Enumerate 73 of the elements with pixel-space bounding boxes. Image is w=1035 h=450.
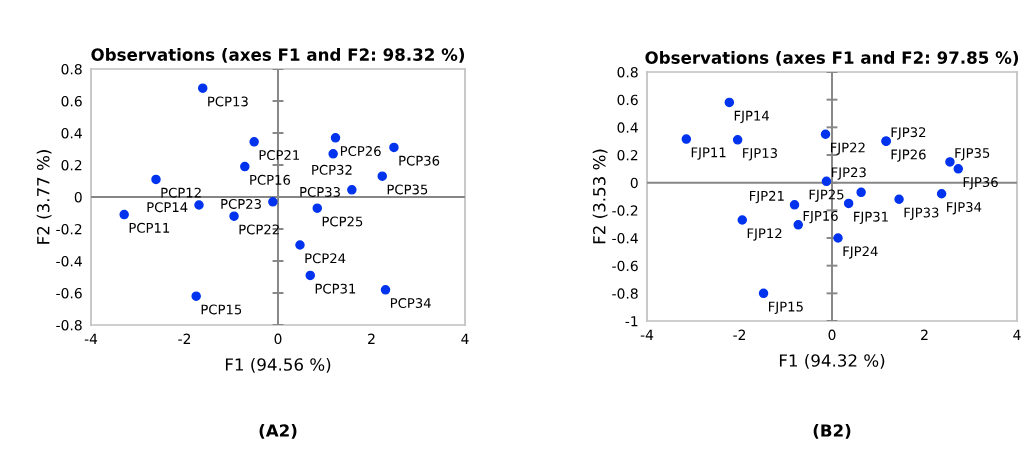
y-tick-label: -1 bbox=[625, 316, 638, 327]
annotation: FJP13 bbox=[743, 148, 777, 161]
y-axis-title: F2 (3.53 %) bbox=[592, 149, 608, 244]
y-tick-label: 0.4 bbox=[61, 127, 82, 139]
annotation: PCP22 bbox=[239, 224, 279, 235]
x-tick-label: -2 bbox=[178, 333, 191, 344]
y-tick-label: -0.2 bbox=[56, 223, 82, 235]
annotation: PCP33 bbox=[300, 186, 340, 197]
y-axis-title: F2 (3.77 %) bbox=[36, 150, 52, 244]
y-tick-label: 0.4 bbox=[617, 122, 638, 133]
y-tick-label: 0 bbox=[630, 177, 638, 189]
annotation: FJP25 bbox=[809, 189, 844, 202]
annotation: PCP35 bbox=[387, 184, 428, 195]
y-tick-label: -0.6 bbox=[56, 287, 82, 299]
annotation: FJP15 bbox=[769, 301, 803, 315]
y-tick-label: 0.8 bbox=[617, 66, 638, 78]
x-axis-title: F1 (94.56 %) bbox=[225, 357, 331, 373]
x-axis-title: F1 (94.32 %) bbox=[779, 353, 885, 369]
y-tick-label: -0.4 bbox=[56, 255, 82, 267]
text: (B2) bbox=[813, 423, 851, 439]
annotation: FJP26 bbox=[891, 149, 926, 162]
x-tick-label: -4 bbox=[84, 333, 98, 344]
annotation: PCP32 bbox=[312, 164, 352, 175]
annotation: PCP25 bbox=[322, 216, 363, 227]
x-tick-label: 2 bbox=[368, 333, 375, 344]
annotation: PCP16 bbox=[250, 174, 291, 185]
annotation: PCP15 bbox=[201, 304, 242, 315]
x-tick-label: -4 bbox=[640, 329, 654, 340]
x-tick-label: 4 bbox=[461, 333, 469, 344]
annotation: PCP34 bbox=[390, 298, 431, 309]
annotation: PCP23 bbox=[221, 198, 261, 209]
x-tick-label: 0 bbox=[828, 329, 836, 341]
annotation: FJP36 bbox=[963, 177, 998, 190]
annotation: FJP32 bbox=[891, 127, 926, 140]
text: (A2) bbox=[259, 423, 297, 439]
chart-title: Observations (axes F1 and F2: 98.32 %) bbox=[91, 48, 465, 63]
chart-title: Observations (axes F1 and F2: 97.85 %) bbox=[645, 51, 1019, 66]
y-tick-label: 0.6 bbox=[617, 94, 638, 106]
y-tick-label: 0.6 bbox=[61, 95, 82, 107]
annotation: PCP11 bbox=[129, 222, 170, 233]
y-tick-label: 0.2 bbox=[61, 159, 82, 171]
annotation: FJP12 bbox=[747, 228, 782, 241]
y-tick-label: 0.8 bbox=[61, 63, 82, 75]
annotation: FJP22 bbox=[830, 142, 865, 155]
annotation: FJP31 bbox=[854, 211, 888, 225]
annotation: PCP21 bbox=[259, 150, 300, 161]
y-tick-label: -0.8 bbox=[56, 319, 82, 331]
x-tick-label: -2 bbox=[733, 329, 746, 340]
annotation: PCP31 bbox=[315, 283, 356, 294]
x-tick-label: 4 bbox=[1013, 329, 1021, 340]
annotation: PCP14 bbox=[147, 202, 188, 213]
x-tick-label: 2 bbox=[921, 329, 928, 340]
annotation: FJP14 bbox=[734, 110, 769, 124]
annotation: FJP16 bbox=[803, 210, 838, 224]
annotation: PCP24 bbox=[305, 253, 346, 264]
y-tick-label: -0.8 bbox=[612, 288, 638, 299]
annotation: FJP34 bbox=[947, 202, 982, 215]
annotation: FJP33 bbox=[904, 207, 939, 220]
annotation: PCP12 bbox=[161, 187, 201, 198]
annotation: PCP13 bbox=[208, 96, 248, 107]
annotation: FJP24 bbox=[843, 246, 878, 259]
annotation: PCP36 bbox=[399, 155, 440, 166]
y-tick-label: 0.2 bbox=[617, 149, 638, 161]
annotation: FJP23 bbox=[831, 167, 866, 180]
y-tick-label: -0.6 bbox=[612, 260, 638, 272]
y-tick-label: 0 bbox=[74, 191, 82, 203]
x-tick-label: 0 bbox=[274, 333, 282, 345]
annotation: PCP26 bbox=[340, 146, 381, 157]
annotation: FJP11 bbox=[691, 147, 726, 160]
annotation: FJP35 bbox=[955, 147, 990, 161]
annotation: FJP21 bbox=[750, 190, 784, 204]
y-tick-label: -0.2 bbox=[612, 205, 638, 216]
y-tick-label: -0.4 bbox=[612, 232, 638, 244]
